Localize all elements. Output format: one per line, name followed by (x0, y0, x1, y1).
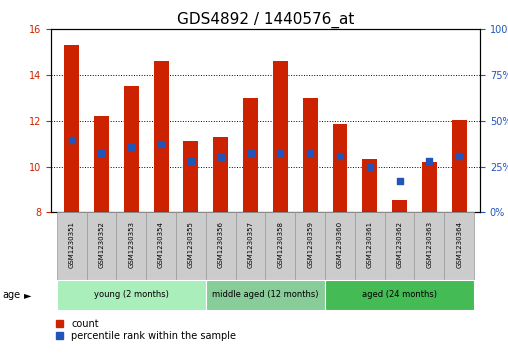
Point (127, 144, 135, 150)
Bar (444, 212, 474, 280)
Bar (325, 212, 355, 280)
Title: GDS4892 / 1440576_at: GDS4892 / 1440576_at (177, 12, 354, 28)
Bar (422, 162, 437, 212)
Bar (57, 212, 86, 280)
Point (98, 150, 106, 156)
Text: GSM1230355: GSM1230355 (188, 221, 194, 268)
Bar (295, 212, 325, 280)
Point (425, 158, 433, 164)
Legend: count, percentile rank within the sample: count, percentile rank within the sample (56, 319, 236, 341)
Text: GSM1230364: GSM1230364 (456, 221, 462, 268)
Bar (183, 141, 198, 212)
Bar (206, 212, 236, 280)
Bar (385, 212, 415, 280)
Bar (415, 212, 444, 280)
Text: GSM1230359: GSM1230359 (307, 221, 313, 268)
Bar (57, 280, 206, 310)
Point (336, 153, 344, 159)
Text: GSM1230353: GSM1230353 (129, 221, 134, 268)
Bar (64, 45, 79, 212)
Point (306, 150, 314, 156)
Point (396, 179, 404, 184)
Bar (153, 61, 169, 212)
Text: GSM1230361: GSM1230361 (367, 221, 373, 268)
Point (366, 164, 374, 170)
Point (68, 137, 76, 143)
Text: GSM1230351: GSM1230351 (69, 221, 75, 268)
Point (455, 153, 463, 159)
Text: GSM1230360: GSM1230360 (337, 221, 343, 268)
Bar (333, 124, 347, 212)
Bar (392, 200, 407, 212)
Point (276, 150, 284, 156)
Bar (236, 212, 265, 280)
Text: young (2 months): young (2 months) (94, 290, 169, 299)
Text: GSM1230363: GSM1230363 (426, 221, 432, 268)
Bar (355, 212, 385, 280)
Bar (243, 98, 258, 212)
Bar (86, 212, 116, 280)
Text: GSM1230354: GSM1230354 (158, 221, 164, 268)
Text: age: age (3, 290, 21, 300)
Bar (265, 212, 295, 280)
Text: aged (24 months): aged (24 months) (362, 290, 437, 299)
Text: GSM1230356: GSM1230356 (218, 221, 224, 268)
Bar (273, 61, 288, 212)
Bar (146, 212, 176, 280)
Bar (116, 212, 146, 280)
Bar (94, 116, 109, 212)
Bar (325, 280, 474, 310)
Text: GSM1230357: GSM1230357 (247, 221, 253, 268)
Point (246, 150, 255, 156)
Bar (124, 86, 139, 212)
Bar (362, 159, 377, 212)
Point (157, 141, 165, 147)
Bar (206, 280, 325, 310)
Point (187, 158, 195, 164)
Text: GSM1230358: GSM1230358 (277, 221, 283, 268)
Text: GSM1230352: GSM1230352 (99, 221, 105, 268)
Text: ►: ► (24, 290, 32, 300)
Bar (452, 119, 467, 212)
Text: middle aged (12 months): middle aged (12 months) (212, 290, 319, 299)
Bar (176, 212, 206, 280)
Bar (303, 98, 318, 212)
Bar (213, 137, 228, 212)
Text: GSM1230362: GSM1230362 (397, 221, 402, 268)
Point (216, 155, 225, 160)
